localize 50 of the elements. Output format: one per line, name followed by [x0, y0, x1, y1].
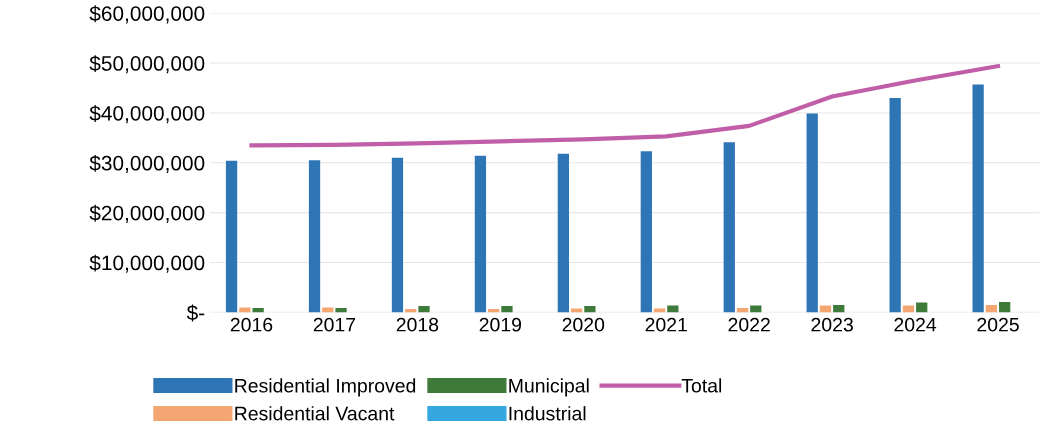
bar: [571, 308, 583, 313]
bar: [557, 153, 570, 313]
legend-label: Municipal: [509, 378, 589, 397]
bar: [584, 305, 596, 313]
bar: [391, 157, 404, 313]
bar: [985, 304, 998, 313]
y-tick-label: $20,000,000: [89, 204, 205, 223]
bar: [239, 307, 251, 313]
y-tick-label: $10,000,000: [89, 254, 205, 273]
bar: [335, 307, 347, 313]
bar: [750, 305, 762, 313]
bar: [653, 308, 666, 313]
bar: [972, 84, 984, 313]
bar: [902, 305, 915, 313]
y-tick-label: $50,000,000: [89, 55, 205, 74]
y-tick-label: $30,000,000: [89, 154, 205, 174]
y-tick-label: $40,000,000: [89, 105, 205, 124]
x-tick-label: 2020: [562, 317, 605, 332]
bar: [833, 304, 845, 313]
y-tick-label: $-: [186, 304, 205, 322]
legend-label: Residential Improved: [235, 378, 416, 397]
x-tick-label: 2023: [811, 317, 853, 332]
y-tick-label: $60,000,000: [89, 5, 205, 24]
x-tick-label: 2018: [396, 317, 439, 332]
x-tick-label: 2022: [728, 317, 770, 332]
bar: [999, 301, 1011, 313]
bar: [501, 305, 513, 313]
bar: [819, 305, 832, 313]
bar: [322, 307, 334, 313]
legend-label: Industrial: [509, 406, 586, 421]
bar: [889, 97, 901, 313]
bar: [640, 151, 652, 313]
x-tick-label: 2025: [977, 317, 1019, 332]
legend-label: Total: [681, 378, 722, 393]
line-series: [249, 63, 1001, 148]
bar: [806, 113, 818, 313]
bar: [225, 160, 238, 313]
bar: [418, 305, 430, 313]
x-tick-label: 2024: [894, 317, 937, 332]
bar: [252, 307, 264, 313]
bar: [667, 305, 679, 313]
bar: [474, 155, 487, 313]
bar: [308, 160, 321, 313]
x-tick-label: 2017: [313, 317, 356, 332]
bar: [723, 142, 735, 313]
x-tick-label: 2021: [645, 317, 687, 332]
x-tick-label: 2016: [230, 317, 273, 332]
bar: [916, 302, 928, 313]
legend-label: Residential Vacant: [235, 406, 395, 421]
x-tick-label: 2019: [479, 317, 522, 332]
